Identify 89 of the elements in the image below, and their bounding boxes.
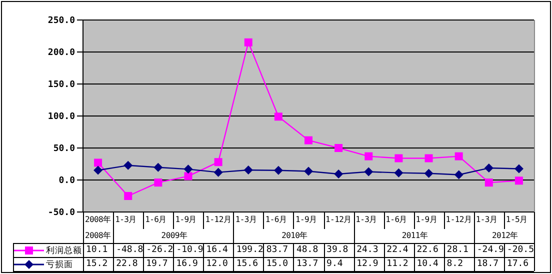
point xyxy=(484,164,494,173)
text: 22.4 xyxy=(384,243,414,257)
data-label: 18.7 xyxy=(474,257,504,271)
text: 83.7 xyxy=(263,243,294,257)
text: 24.3 xyxy=(354,243,384,257)
data-label: 19.7 xyxy=(143,257,174,271)
point xyxy=(154,178,162,187)
point xyxy=(94,166,103,175)
text: 2008年 xyxy=(83,229,114,243)
y-tick-label: 200.0 xyxy=(48,48,75,58)
point xyxy=(424,154,433,162)
text: 10.1 xyxy=(83,243,114,257)
data-label: 10.4 xyxy=(414,257,444,271)
text: 199.2 xyxy=(233,243,264,257)
text: 2009年 xyxy=(113,229,234,243)
text: -10.9 xyxy=(173,243,204,257)
x-tick-label: 1-3月 xyxy=(474,212,504,229)
text: 22.6 xyxy=(414,243,444,257)
x-tick-label: 1-9月 xyxy=(173,212,204,229)
legend-label: 亏损面 xyxy=(46,260,73,270)
data-label: 16.9 xyxy=(173,257,204,271)
y-tick-label: 50.0 xyxy=(53,144,75,154)
point xyxy=(514,176,523,185)
point xyxy=(364,167,374,176)
point xyxy=(244,38,252,46)
point xyxy=(304,136,312,144)
data-label: 22.8 xyxy=(113,257,144,271)
x-tick-label: 1-3月 xyxy=(354,212,384,229)
point xyxy=(424,168,434,178)
point xyxy=(484,178,493,187)
x-tick-label: 1-6月 xyxy=(143,212,174,229)
text: -26.2 xyxy=(143,243,174,257)
point xyxy=(334,169,344,178)
text: -20.5 xyxy=(504,243,534,257)
x-tick-label: 1-6月 xyxy=(263,212,294,229)
text: -24.9 xyxy=(474,243,504,257)
text: 48.8 xyxy=(293,243,324,257)
point xyxy=(214,168,223,177)
x-tick-label: 1-12月 xyxy=(203,212,234,229)
data-label: 11.2 xyxy=(384,257,414,271)
point xyxy=(334,144,343,152)
point xyxy=(274,112,282,121)
y-tick-label: 250.0 xyxy=(48,16,75,26)
x-tick-label: 1-12月 xyxy=(324,212,354,229)
text: 39.8 xyxy=(324,243,354,257)
data-label: 12.0 xyxy=(203,257,234,271)
data-label: 15.2 xyxy=(83,257,114,271)
x-tick-label: 1-6月 xyxy=(384,212,414,229)
data-label: 15.0 xyxy=(263,257,294,271)
data-label: 12.9 xyxy=(354,257,384,271)
data-label: 9.4 xyxy=(324,257,354,271)
text: 2012年 xyxy=(474,229,534,243)
y-tick-label: 100.0 xyxy=(48,112,75,122)
point xyxy=(304,166,313,176)
text: 28.1 xyxy=(444,243,474,257)
point xyxy=(214,158,222,166)
point xyxy=(124,160,133,170)
x-tick-label: 1-9月 xyxy=(293,212,324,229)
point xyxy=(184,172,192,180)
x-tick-label: 1-3月 xyxy=(113,212,144,229)
point xyxy=(454,152,463,160)
data-label: 17.6 xyxy=(504,257,534,271)
point xyxy=(274,166,283,175)
point xyxy=(244,166,253,175)
x-tick-label: 1-3月 xyxy=(233,212,264,229)
point xyxy=(154,162,163,172)
y-tick-label: 150.0 xyxy=(48,80,75,90)
text: 16.4 xyxy=(203,243,234,257)
y-tick-label: 0.0 xyxy=(58,176,75,186)
text: 2011年 xyxy=(354,229,474,243)
point xyxy=(124,192,132,200)
point xyxy=(394,168,404,178)
text: -48.8 xyxy=(113,243,144,257)
point xyxy=(364,152,373,160)
point xyxy=(514,164,524,174)
x-tick-label: 1-9月 xyxy=(414,212,444,229)
y-tick-label: -50.0 xyxy=(48,208,75,218)
data-label: 15.6 xyxy=(233,257,264,271)
point xyxy=(94,158,102,167)
point xyxy=(394,154,403,162)
legend-label: 利润总额 xyxy=(46,246,82,256)
data-label: 13.7 xyxy=(293,257,324,271)
x-tick-label: 2008年 xyxy=(83,212,114,229)
point xyxy=(454,170,464,180)
text: 2010年 xyxy=(233,229,354,243)
x-tick-label: 1-5月 xyxy=(504,212,534,229)
point xyxy=(184,164,193,174)
data-label: 8.2 xyxy=(444,257,474,271)
x-tick-label: 1-12月 xyxy=(444,212,474,229)
